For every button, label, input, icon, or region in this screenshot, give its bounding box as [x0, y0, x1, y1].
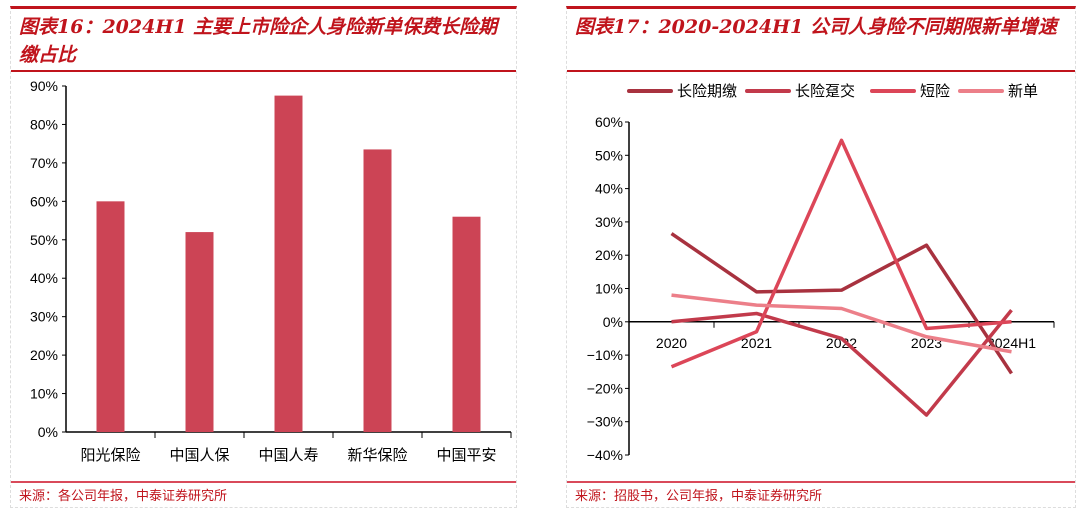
- divider: [567, 481, 1075, 483]
- x-tick-label: 中国平安: [436, 446, 496, 464]
- divider: [11, 70, 516, 72]
- legend-label: 长险趸交: [795, 82, 855, 100]
- series-line: [671, 309, 1013, 417]
- y-tick-label: −10%: [587, 347, 623, 363]
- bar-chart: 0% 10% 20% 30% 40% 50% 60% 70% 80% 90% 阳光保险 中国人保 中国人…: [30, 78, 512, 464]
- y-tick-label: 20%: [595, 247, 623, 263]
- y-tick-label: 50%: [595, 147, 623, 163]
- bar: [274, 95, 303, 432]
- y-tick-label: 20%: [30, 347, 58, 363]
- left-source: 来源：各公司年报，中泰证券研究所: [19, 489, 228, 504]
- legend-label: 长险期缴: [677, 82, 737, 100]
- x-tick-label: 中国人保: [169, 446, 229, 464]
- legend-label: 新单: [1008, 82, 1038, 100]
- bar: [185, 232, 214, 432]
- series-line: [671, 293, 1012, 354]
- y-tick-label: 0%: [38, 424, 58, 440]
- y-tick-label: 10%: [595, 281, 623, 297]
- bar: [363, 149, 392, 432]
- divider: [567, 70, 1075, 72]
- x-tick-label: 阳光保险: [80, 446, 140, 464]
- bar: [452, 216, 481, 432]
- series-line: [670, 232, 1013, 375]
- y-tick-label: −30%: [587, 414, 623, 430]
- y-tick-label: 90%: [30, 78, 58, 94]
- right-panel: 图表17：2020-2024H1 公司人身险不同期限新单增速 −40% −30% −…: [566, 6, 1076, 508]
- y-tick-label: 60%: [30, 193, 58, 209]
- y-tick-label: 30%: [30, 309, 58, 325]
- left-panel: 图表16：2024H1 主要上市险企人身险新单保费长险期缴占比 0% 10% 20%…: [10, 6, 517, 508]
- series-line: [670, 138, 1012, 369]
- y-tick-label: 30%: [595, 214, 623, 230]
- y-tick-label: 10%: [30, 386, 58, 402]
- y-tick-label: 40%: [30, 270, 58, 286]
- x-tick-label: 2021: [741, 335, 772, 351]
- line-chart: −40% −30% −20% −10% 0% 10% 20% 30% 40% 50% 60% 2020…: [587, 82, 1055, 463]
- x-tick-label: 2020: [656, 335, 687, 351]
- x-tick-label: 2024H1: [987, 335, 1036, 351]
- right-source: 来源：招股书，公司年报，中泰证券研究所: [575, 489, 823, 504]
- divider: [11, 481, 516, 483]
- x-tick-label: 新华保险: [347, 446, 407, 464]
- right-title: 图表17：2020-2024H1 公司人身险不同期限新单增速: [575, 16, 1057, 38]
- left-title: 图表16：2024H1 主要上市险企人身险新单保费长险期缴占比: [19, 16, 498, 66]
- legend-label: 短险: [920, 82, 950, 100]
- y-tick-label: −40%: [587, 447, 623, 463]
- bar: [96, 201, 125, 432]
- y-tick-label: 40%: [595, 181, 623, 197]
- y-tick-label: 0%: [603, 314, 623, 330]
- y-tick-label: 60%: [595, 114, 623, 130]
- y-tick-label: 80%: [30, 116, 58, 132]
- y-tick-label: 50%: [30, 232, 58, 248]
- y-tick-label: 70%: [30, 155, 58, 171]
- y-tick-label: −20%: [587, 380, 623, 396]
- x-tick-label: 中国人寿: [258, 446, 318, 464]
